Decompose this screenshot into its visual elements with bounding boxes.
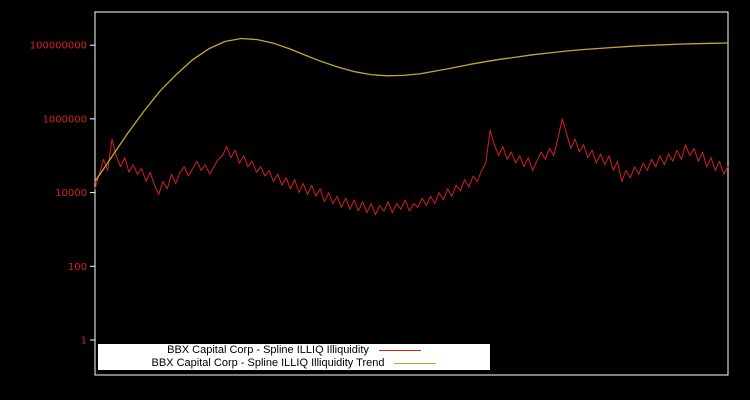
- y-axis-tick-label: 10000: [55, 188, 87, 199]
- legend-label-illiquidity: BBX Capital Corp - Spline ILLIQ Illiquid…: [167, 344, 369, 356]
- illiquidity-trend-line: [94, 37, 729, 183]
- legend-label-trend: BBX Capital Corp - Spline ILLIQ Illiquid…: [151, 357, 385, 369]
- legend: BBX Capital Corp - Spline ILLIQ Illiquid…: [98, 344, 490, 370]
- legend-item-illiquidity[interactable]: BBX Capital Corp - Spline ILLIQ Illiquid…: [98, 344, 490, 357]
- y-axis-tick-label: 1: [81, 335, 87, 346]
- plot-border: [94, 11, 729, 376]
- yellow-line-sample: [394, 363, 437, 364]
- y-axis-tick-label: 100: [68, 262, 87, 273]
- y-axis-tick-label: 100000000: [30, 41, 87, 52]
- y-axis-tick-label: 1000000: [42, 114, 87, 125]
- red-line-sample: [378, 350, 421, 351]
- illiquidity-line: [94, 118, 729, 216]
- legend-item-trend[interactable]: BBX Capital Corp - Spline ILLIQ Illiquid…: [98, 357, 490, 370]
